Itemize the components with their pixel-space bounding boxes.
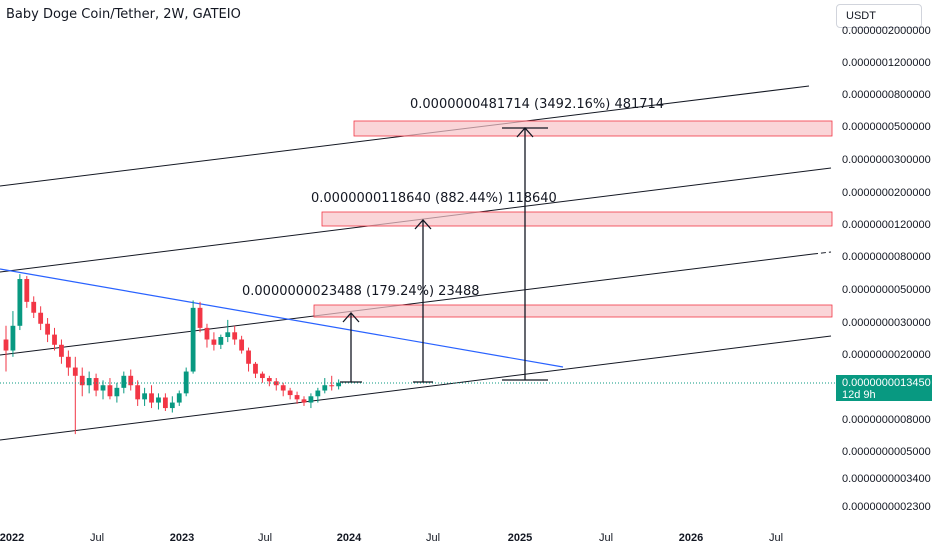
candle-body (280, 385, 286, 391)
arrow-head (414, 219, 432, 230)
descending-trendline (0, 268, 564, 368)
channel-line-3-extension (812, 251, 832, 255)
candle-body (225, 332, 231, 338)
target-annotation: 0.0000000118640 (882.44%) 118640 (311, 191, 557, 206)
target-annotation: 0.0000000481714 (3492.16%) 481714 (410, 97, 664, 112)
candles (3, 274, 342, 435)
candle-body (176, 393, 182, 403)
candle-body (128, 375, 134, 386)
x-tick-label: 2023 (170, 532, 194, 544)
candle-body (149, 393, 154, 403)
candle-body (315, 390, 321, 397)
y-tick-label: 0.0000000050000 (842, 284, 931, 296)
x-tick-label: 2024 (337, 532, 362, 544)
candle-body (336, 382, 342, 387)
y-tick-label: 0.0000000002300 (842, 501, 931, 513)
x-tick-label: Jul (426, 532, 440, 544)
candle-body (100, 385, 106, 391)
candle-body (294, 395, 300, 400)
candle-body (246, 350, 251, 364)
candle-body (301, 399, 307, 403)
x-tick-label: 2025 (508, 532, 532, 544)
candle-body (232, 332, 238, 340)
candle-body (72, 367, 78, 376)
annotations: 0.0000000023488 (179.24%) 23488 0.0000000… (242, 97, 664, 299)
y-tick-label: 0.0000000080000 (842, 251, 931, 263)
candle-body (162, 397, 168, 409)
candle-body (190, 307, 196, 372)
y-axis: 0.0000002000000 0.0000001200000 0.00000008… (0, 25, 931, 513)
last-price: 0.0000000013450 (842, 377, 931, 389)
candle-body (253, 363, 258, 374)
candle-body (260, 373, 265, 379)
candle-body (322, 385, 328, 391)
y-tick-label: 0.0000000200000 (842, 187, 931, 199)
x-tick-label: 2026 (679, 532, 703, 544)
x-tick-label: 2022 (0, 532, 24, 544)
candle-body (121, 375, 127, 388)
candle-body (93, 378, 99, 391)
candle-body (59, 344, 64, 357)
candle-body (24, 279, 30, 302)
candle-body (287, 390, 293, 396)
candle-body (156, 397, 161, 403)
y-tick-label: 0.0000002000000 (842, 25, 931, 37)
candle-body (135, 385, 141, 400)
y-tick-label: 0.0000000003400 (842, 473, 931, 485)
last-price-tag: 0.0000000013450 12d 9h (836, 375, 932, 401)
candle-body (197, 307, 203, 328)
y-tick-label: 0.0000000030000 (842, 317, 931, 329)
target-arrows (340, 127, 548, 383)
y-tick-label: 0.0000000120000 (842, 219, 931, 231)
candle-body (142, 393, 147, 400)
channel-line-3 (0, 253, 814, 356)
bar-countdown: 12d 9h (842, 389, 876, 401)
target-zone (353, 120, 833, 137)
arrow-head (342, 312, 360, 323)
candle-body (79, 375, 85, 386)
y-tick-label: 0.0000000800000 (842, 89, 931, 101)
candle-body (266, 378, 272, 382)
candle-body (114, 387, 120, 397)
candle-body (52, 334, 57, 345)
target-annotation: 0.0000000023488 (179.24%) 23488 (242, 284, 480, 299)
y-tick-label: 0.0000000020000 (842, 349, 931, 361)
candle-body (3, 339, 9, 351)
candle-body (10, 325, 16, 351)
y-tick-label: 0.0000000500000 (842, 121, 931, 133)
candle-body (239, 339, 245, 351)
candle-body (107, 385, 113, 397)
candle-body (204, 327, 210, 340)
candle-body (211, 339, 217, 345)
channel-line-lower (0, 335, 832, 441)
candle-body (65, 356, 71, 368)
x-tick-label: Jul (90, 532, 104, 544)
x-tick-label: Jul (599, 532, 613, 544)
channel-lines (0, 85, 832, 441)
y-tick-label: 0.0000000005000 (842, 446, 931, 458)
candle-body (38, 312, 44, 324)
candle-body (17, 279, 23, 326)
candle-body (329, 385, 335, 387)
x-tick-label: Jul (769, 532, 783, 544)
target-zone (321, 211, 833, 227)
candle-body (308, 396, 314, 403)
candle-body (31, 301, 37, 313)
y-tick-label: 0.0000001200000 (842, 57, 931, 69)
candle-body (218, 337, 224, 345)
y-tick-label: 0.0000000008000 (842, 414, 931, 426)
candle-body (45, 323, 50, 335)
candle-body (169, 402, 175, 409)
target-zone (313, 304, 833, 318)
currency-selector[interactable]: USDT (836, 4, 922, 28)
y-tick-label: 0.0000000300000 (842, 154, 931, 166)
target-zones (313, 120, 833, 318)
candle-body (183, 371, 189, 394)
candle-body (86, 378, 92, 386)
x-axis: 2022 Jul 2023 Jul 2024 Jul 2025 Jul 2026 Jul (0, 532, 783, 544)
x-tick-label: Jul (258, 532, 272, 544)
chart-title: Baby Doge Coin/Tether, 2W, GATEIO (6, 7, 241, 22)
